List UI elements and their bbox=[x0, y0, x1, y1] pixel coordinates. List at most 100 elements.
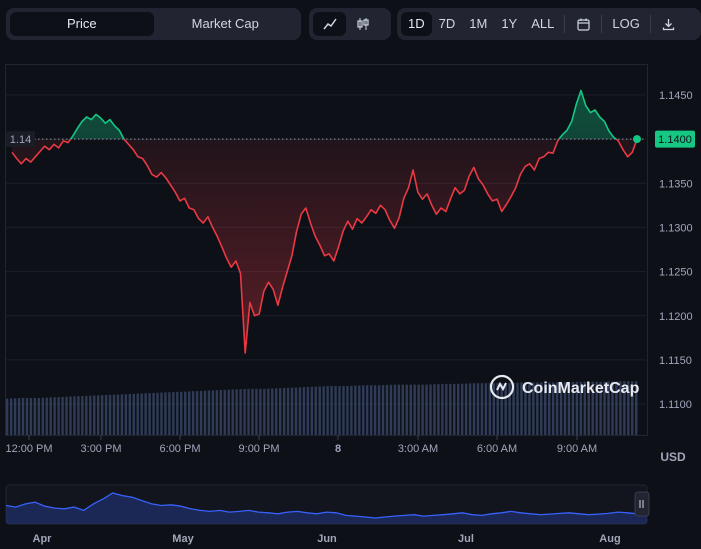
volume-bar bbox=[611, 381, 614, 435]
x-tick-label: 6:00 PM bbox=[160, 443, 201, 455]
log-scale-button[interactable]: LOG bbox=[612, 16, 640, 31]
volume-bar bbox=[567, 381, 571, 435]
price-line-up bbox=[69, 89, 637, 140]
volume-bar bbox=[65, 396, 68, 435]
volume-bar bbox=[286, 387, 290, 435]
watermark-text: CoinMarketCap bbox=[522, 380, 640, 397]
y-tick-label: 1.1250 bbox=[659, 267, 693, 279]
volume-bar bbox=[195, 391, 199, 435]
price-marketcap-toggle: Price Market Cap bbox=[6, 8, 301, 40]
volume-bar bbox=[457, 383, 460, 435]
volume-bar bbox=[140, 393, 143, 435]
volume-bar bbox=[282, 387, 286, 435]
volume-bar bbox=[211, 390, 215, 435]
chart-type-toggle bbox=[309, 8, 391, 40]
price-area-below bbox=[12, 139, 637, 353]
volume-bar bbox=[96, 395, 100, 435]
range-1d-button[interactable]: 1D bbox=[401, 12, 432, 36]
volume-bar bbox=[310, 386, 313, 435]
volume-bar bbox=[409, 384, 412, 435]
volume-bar bbox=[468, 383, 472, 435]
volume-bar bbox=[492, 383, 495, 435]
price-line-down bbox=[11, 139, 638, 354]
calendar-icon bbox=[577, 18, 590, 31]
volume-bar bbox=[579, 381, 583, 435]
range-1m-button[interactable]: 1M bbox=[469, 16, 488, 31]
volume-bar bbox=[267, 388, 270, 435]
volume-bar bbox=[583, 381, 586, 435]
navigator-tick-label: Jun bbox=[317, 533, 337, 545]
volume-bar bbox=[93, 395, 96, 435]
range-7d-button[interactable]: 7D bbox=[438, 16, 456, 31]
volume-bar bbox=[445, 383, 448, 435]
x-tick-label: 9:00 AM bbox=[557, 443, 597, 455]
volume-bar bbox=[366, 385, 369, 435]
volume-bar bbox=[619, 381, 622, 435]
y-axis-ticks: 1.1100 1.1150 1.1200 1.1250 1.1300 1.1350 1.14… bbox=[659, 90, 693, 411]
volume-bar bbox=[627, 381, 630, 435]
volume-bar bbox=[559, 382, 563, 435]
volume-bar bbox=[176, 391, 179, 435]
baseline-badge: 1.14 bbox=[6, 131, 35, 148]
volume-bar bbox=[41, 397, 44, 435]
volume-bar bbox=[136, 393, 139, 435]
x-tick-label: 3:00 AM bbox=[398, 443, 438, 455]
volume-bar bbox=[591, 381, 594, 435]
volume-bar bbox=[544, 382, 547, 435]
volume-bar bbox=[504, 383, 507, 435]
volume-bar bbox=[25, 397, 29, 435]
volume-bar bbox=[164, 392, 167, 435]
navigator-area bbox=[6, 493, 647, 524]
volume-bar bbox=[223, 389, 226, 435]
volume-bar bbox=[160, 392, 163, 435]
volume-bar bbox=[389, 384, 393, 435]
market-cap-tab[interactable]: Market Cap bbox=[191, 16, 259, 31]
volume-bar bbox=[203, 390, 207, 435]
volume-bar bbox=[108, 394, 112, 435]
volume-bar bbox=[187, 391, 191, 435]
volume-bar bbox=[17, 398, 21, 435]
price-tab[interactable]: Price bbox=[10, 12, 154, 36]
line-chart-button[interactable] bbox=[313, 12, 346, 36]
last-price-dot bbox=[633, 135, 641, 144]
volume-bar bbox=[255, 388, 258, 435]
range-all-button[interactable]: ALL bbox=[531, 16, 555, 31]
volume-bar bbox=[100, 395, 104, 435]
volume-bar bbox=[278, 388, 282, 435]
volume-bar bbox=[385, 384, 389, 435]
volume-bar bbox=[124, 394, 128, 435]
volume-bar bbox=[476, 383, 480, 435]
volume-bar bbox=[231, 389, 234, 435]
range-1y-button[interactable]: 1Y bbox=[501, 16, 518, 31]
calendar-button[interactable] bbox=[568, 12, 598, 36]
volume-bar bbox=[112, 394, 116, 435]
volume-bar bbox=[77, 396, 80, 435]
candlestick-button[interactable] bbox=[346, 12, 379, 36]
volume-bar bbox=[271, 388, 274, 435]
volume-bar bbox=[243, 389, 246, 435]
navigator[interactable] bbox=[5, 484, 650, 525]
volume-bar bbox=[215, 390, 219, 435]
x-tick-label: 6:00 AM bbox=[477, 443, 517, 455]
volume-bar bbox=[354, 385, 357, 435]
volume-bar bbox=[429, 384, 432, 435]
chart-toolbar: Price Market Cap 1D 7D 1M 1Y ALL bbox=[6, 8, 701, 40]
navigator-handle[interactable] bbox=[634, 491, 650, 517]
volume-bar bbox=[302, 387, 306, 435]
separator bbox=[564, 15, 566, 33]
time-range-toggle: 1D 7D 1M 1Y ALL LOG bbox=[397, 8, 701, 40]
volume-bar bbox=[247, 388, 250, 435]
volume-bar bbox=[603, 381, 606, 435]
currency-label: USD bbox=[660, 450, 686, 464]
volume-bar bbox=[551, 382, 555, 435]
volume-bar bbox=[350, 385, 353, 435]
download-button[interactable] bbox=[654, 12, 684, 36]
volume-bar bbox=[401, 384, 404, 435]
volume-bar bbox=[290, 387, 294, 435]
volume-bar bbox=[73, 396, 76, 435]
volume-bar bbox=[484, 383, 488, 435]
volume-bar bbox=[381, 385, 385, 435]
x-tick-label: 9:00 PM bbox=[239, 443, 280, 455]
volume-bar bbox=[397, 384, 401, 435]
